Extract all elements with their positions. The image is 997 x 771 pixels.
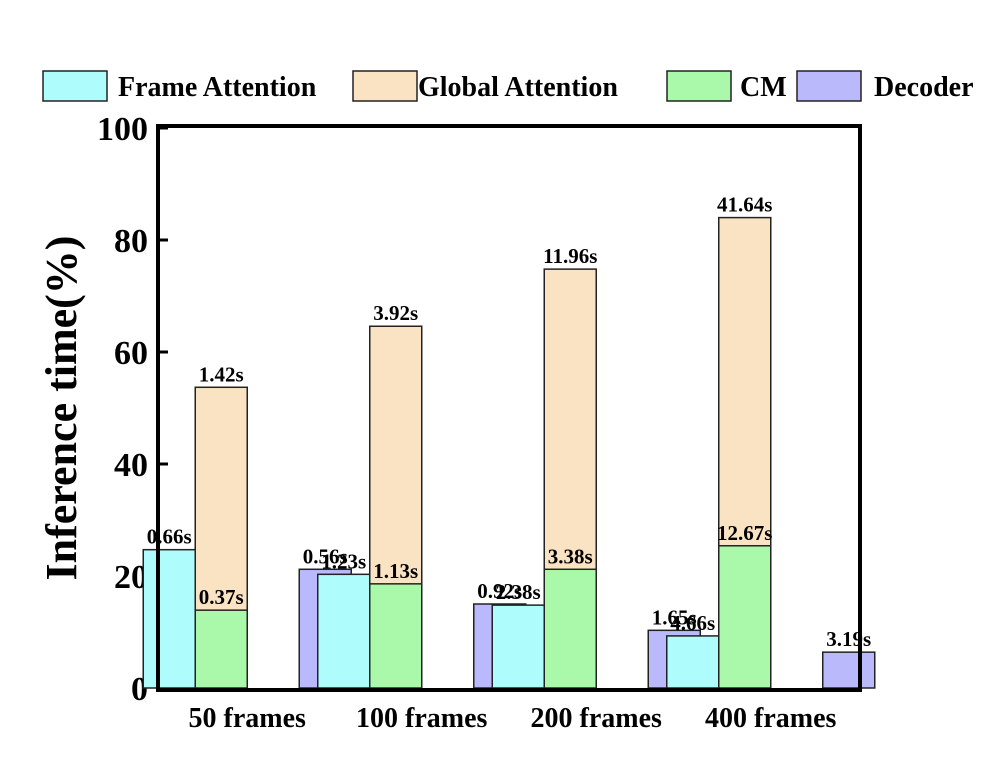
bar-label-decoder-50-frames: 0.56s	[303, 544, 348, 568]
legend-swatch-decoder	[796, 70, 862, 102]
bar-label-global-attention-200-frames: 11.96s	[543, 244, 597, 268]
bar-label-decoder-100-frames: 0.92s	[477, 579, 522, 603]
legend-label-frame-attention: Frame Attention	[118, 72, 317, 103]
bar-cm-50-frames	[194, 609, 248, 689]
y-tick-label: 60	[114, 335, 148, 372]
legend-label-decoder: Decoder	[874, 72, 974, 103]
bar-label-cm-100-frames: 1.13s	[373, 559, 418, 583]
y-axis-label: Inference time(%)	[37, 236, 86, 581]
y-tick-label: 100	[97, 111, 148, 148]
bar-label-global-attention-100-frames: 3.92s	[373, 301, 418, 325]
bar-label-global-attention-50-frames: 1.42s	[199, 362, 244, 386]
bar-label-decoder-400-frames: 3.19s	[826, 627, 871, 651]
x-axis-ticks: 50 frames 100 frames 200 frames 400 frames	[189, 703, 837, 734]
x-tick-label: 200 frames	[531, 703, 663, 734]
bar-label-frame-attention-100-frames: 1.23s	[321, 549, 366, 573]
y-tick-label: 20	[114, 559, 148, 596]
bar-cm-400-frames	[718, 545, 772, 689]
x-tick-label: 100 frames	[356, 703, 488, 734]
bar-label-decoder-200-frames: 1.65s	[652, 605, 697, 629]
legend: Frame Attention Global Attention CM Decoder	[42, 70, 974, 103]
legend-swatch-cm	[666, 70, 732, 102]
bar-frame-attention-200-frames	[491, 604, 545, 689]
bar-cm-200-frames	[543, 568, 597, 689]
bar-label-global-attention-400-frames: 41.64s	[717, 193, 772, 217]
bar-label-cm-50-frames: 0.37s	[199, 585, 244, 609]
bars	[142, 216, 876, 689]
legend-label-global-attention: Global Attention	[418, 72, 618, 103]
bar-label-frame-attention-400-frames: 4.66s	[670, 611, 715, 635]
legend-swatch-global-attention	[352, 70, 418, 102]
bar-label-frame-attention-50-frames: 0.66s	[147, 525, 192, 549]
bar-label-cm-400-frames: 12.67s	[717, 521, 772, 545]
x-tick-label: 50 frames	[189, 703, 307, 734]
bar-frame-attention-400-frames	[666, 635, 720, 689]
y-tick-label: 40	[114, 447, 148, 484]
legend-swatch-frame-attention	[42, 70, 108, 102]
bar-cm-100-frames	[369, 583, 423, 689]
bar-frame-attention-100-frames	[317, 573, 371, 689]
plot-frame	[156, 124, 862, 692]
bar-value-labels: 1.42s 0.66s 0.56s 0.37s 3.92s 1.23s 0.92s 1.13s…	[147, 193, 871, 652]
legend-label-cm: CM	[740, 72, 787, 103]
x-tick-label: 400 frames	[705, 703, 837, 734]
bar-decoder-400-frames	[822, 651, 876, 689]
y-tick-label: 80	[114, 223, 148, 260]
bar-label-frame-attention-200-frames: 2.38s	[496, 580, 541, 604]
bar-label-cm-200-frames: 3.38s	[548, 544, 593, 568]
bar-frame-attention-50-frames	[142, 548, 196, 689]
